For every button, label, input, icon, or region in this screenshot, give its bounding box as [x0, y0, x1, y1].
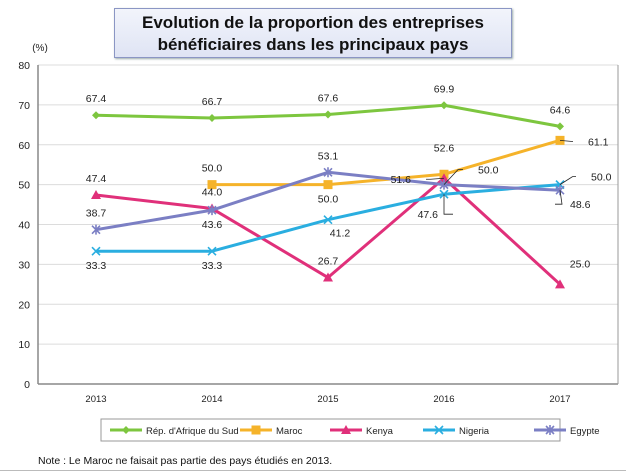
legend-label: Rép. d'Afrique du Sud [146, 426, 239, 437]
legend-marker [122, 426, 130, 434]
y-tick-label: 30 [18, 259, 30, 271]
data-label: 33.3 [86, 260, 107, 272]
legend-label: Maroc [276, 426, 303, 437]
y-tick-label: 20 [18, 299, 30, 311]
chart-title-line-2: bénéficiaires dans les principaux pays [157, 35, 469, 54]
data-point [91, 189, 101, 199]
leader-line [443, 169, 463, 185]
data-point [91, 224, 101, 235]
data-label: 26.7 [318, 256, 339, 268]
data-label: 48.6 [570, 199, 591, 211]
data-label: 66.7 [202, 96, 223, 108]
y-tick-label: 80 [18, 60, 30, 72]
data-point [323, 272, 333, 282]
data-label: 61.1 [588, 136, 609, 148]
series-egypte [91, 167, 565, 235]
chart-title: Evolution de la proportion des entrepris… [114, 8, 512, 58]
data-label: 50.0 [318, 194, 339, 206]
data-point [207, 180, 217, 190]
data-label: 44.0 [202, 187, 223, 199]
leader-line [426, 177, 445, 180]
data-label: 41.2 [330, 228, 351, 240]
legend-label: Kenya [366, 426, 394, 437]
data-label: 33.3 [202, 260, 223, 272]
y-tick-label: 10 [18, 339, 30, 351]
data-point [323, 167, 333, 178]
data-label: 43.6 [202, 219, 223, 231]
series-r-p-d-afrique-du-sud [92, 101, 564, 131]
bottom-divider [0, 470, 626, 471]
data-label: 51.6 [391, 174, 412, 186]
legend-item: Nigeria [423, 425, 490, 437]
legend-item: Maroc [240, 425, 303, 437]
y-tick-label: 70 [18, 100, 30, 112]
x-tick-label: 2015 [317, 394, 338, 405]
data-point [323, 180, 333, 190]
legend-marker [341, 425, 351, 434]
y-tick-label: 50 [18, 180, 30, 192]
y-axis-unit-label: (%) [32, 43, 48, 54]
legend-label: Egypte [570, 426, 600, 437]
series-nigeria [91, 180, 565, 256]
data-label: 64.6 [550, 104, 571, 116]
data-point [440, 101, 448, 110]
y-tick-label: 40 [18, 220, 30, 232]
data-label: 50.0 [478, 165, 499, 177]
data-point [207, 246, 217, 256]
footnote: Note : Le Maroc ne faisait pas partie de… [38, 455, 333, 467]
data-label: 25.0 [570, 258, 591, 270]
data-label: 47.6 [418, 209, 439, 221]
data-label: 53.1 [318, 150, 339, 162]
x-tick-label: 2016 [433, 394, 454, 405]
legend-marker [434, 425, 444, 435]
series-maroc [207, 135, 565, 190]
legend-item: Kenya [330, 425, 394, 437]
data-point [92, 111, 100, 120]
legend-item: Egypte [534, 425, 600, 437]
legend-item: Rép. d'Afrique du Sud [110, 426, 239, 437]
data-point [208, 114, 216, 123]
data-point [556, 122, 564, 131]
data-point [207, 205, 217, 216]
x-tick-label: 2017 [549, 394, 570, 405]
legend-marker [545, 425, 555, 435]
data-label: 38.7 [86, 208, 107, 220]
data-label: 67.6 [318, 92, 339, 104]
leader-line [555, 190, 563, 205]
data-label: 67.4 [86, 93, 107, 105]
data-point [91, 246, 101, 256]
legend-marker [251, 425, 261, 435]
data-label: 47.4 [86, 173, 107, 185]
data-label: 69.9 [434, 83, 455, 95]
y-tick-label: 60 [18, 140, 30, 152]
chart-title-line-1: Evolution de la proportion des entrepris… [142, 13, 484, 32]
data-label: 52.6 [434, 142, 455, 154]
data-point [439, 173, 449, 183]
y-tick-label: 0 [24, 379, 30, 391]
legend-label: Nigeria [459, 426, 490, 437]
data-point [323, 215, 333, 225]
data-point [555, 279, 565, 289]
data-point [324, 110, 332, 119]
leader-line [559, 139, 573, 142]
leader-line [443, 194, 453, 215]
data-label: 50.0 [591, 172, 612, 184]
x-tick-label: 2013 [85, 394, 106, 405]
x-tick-label: 2014 [201, 394, 222, 405]
leader-line [559, 176, 576, 185]
data-label: 50.0 [202, 163, 223, 175]
